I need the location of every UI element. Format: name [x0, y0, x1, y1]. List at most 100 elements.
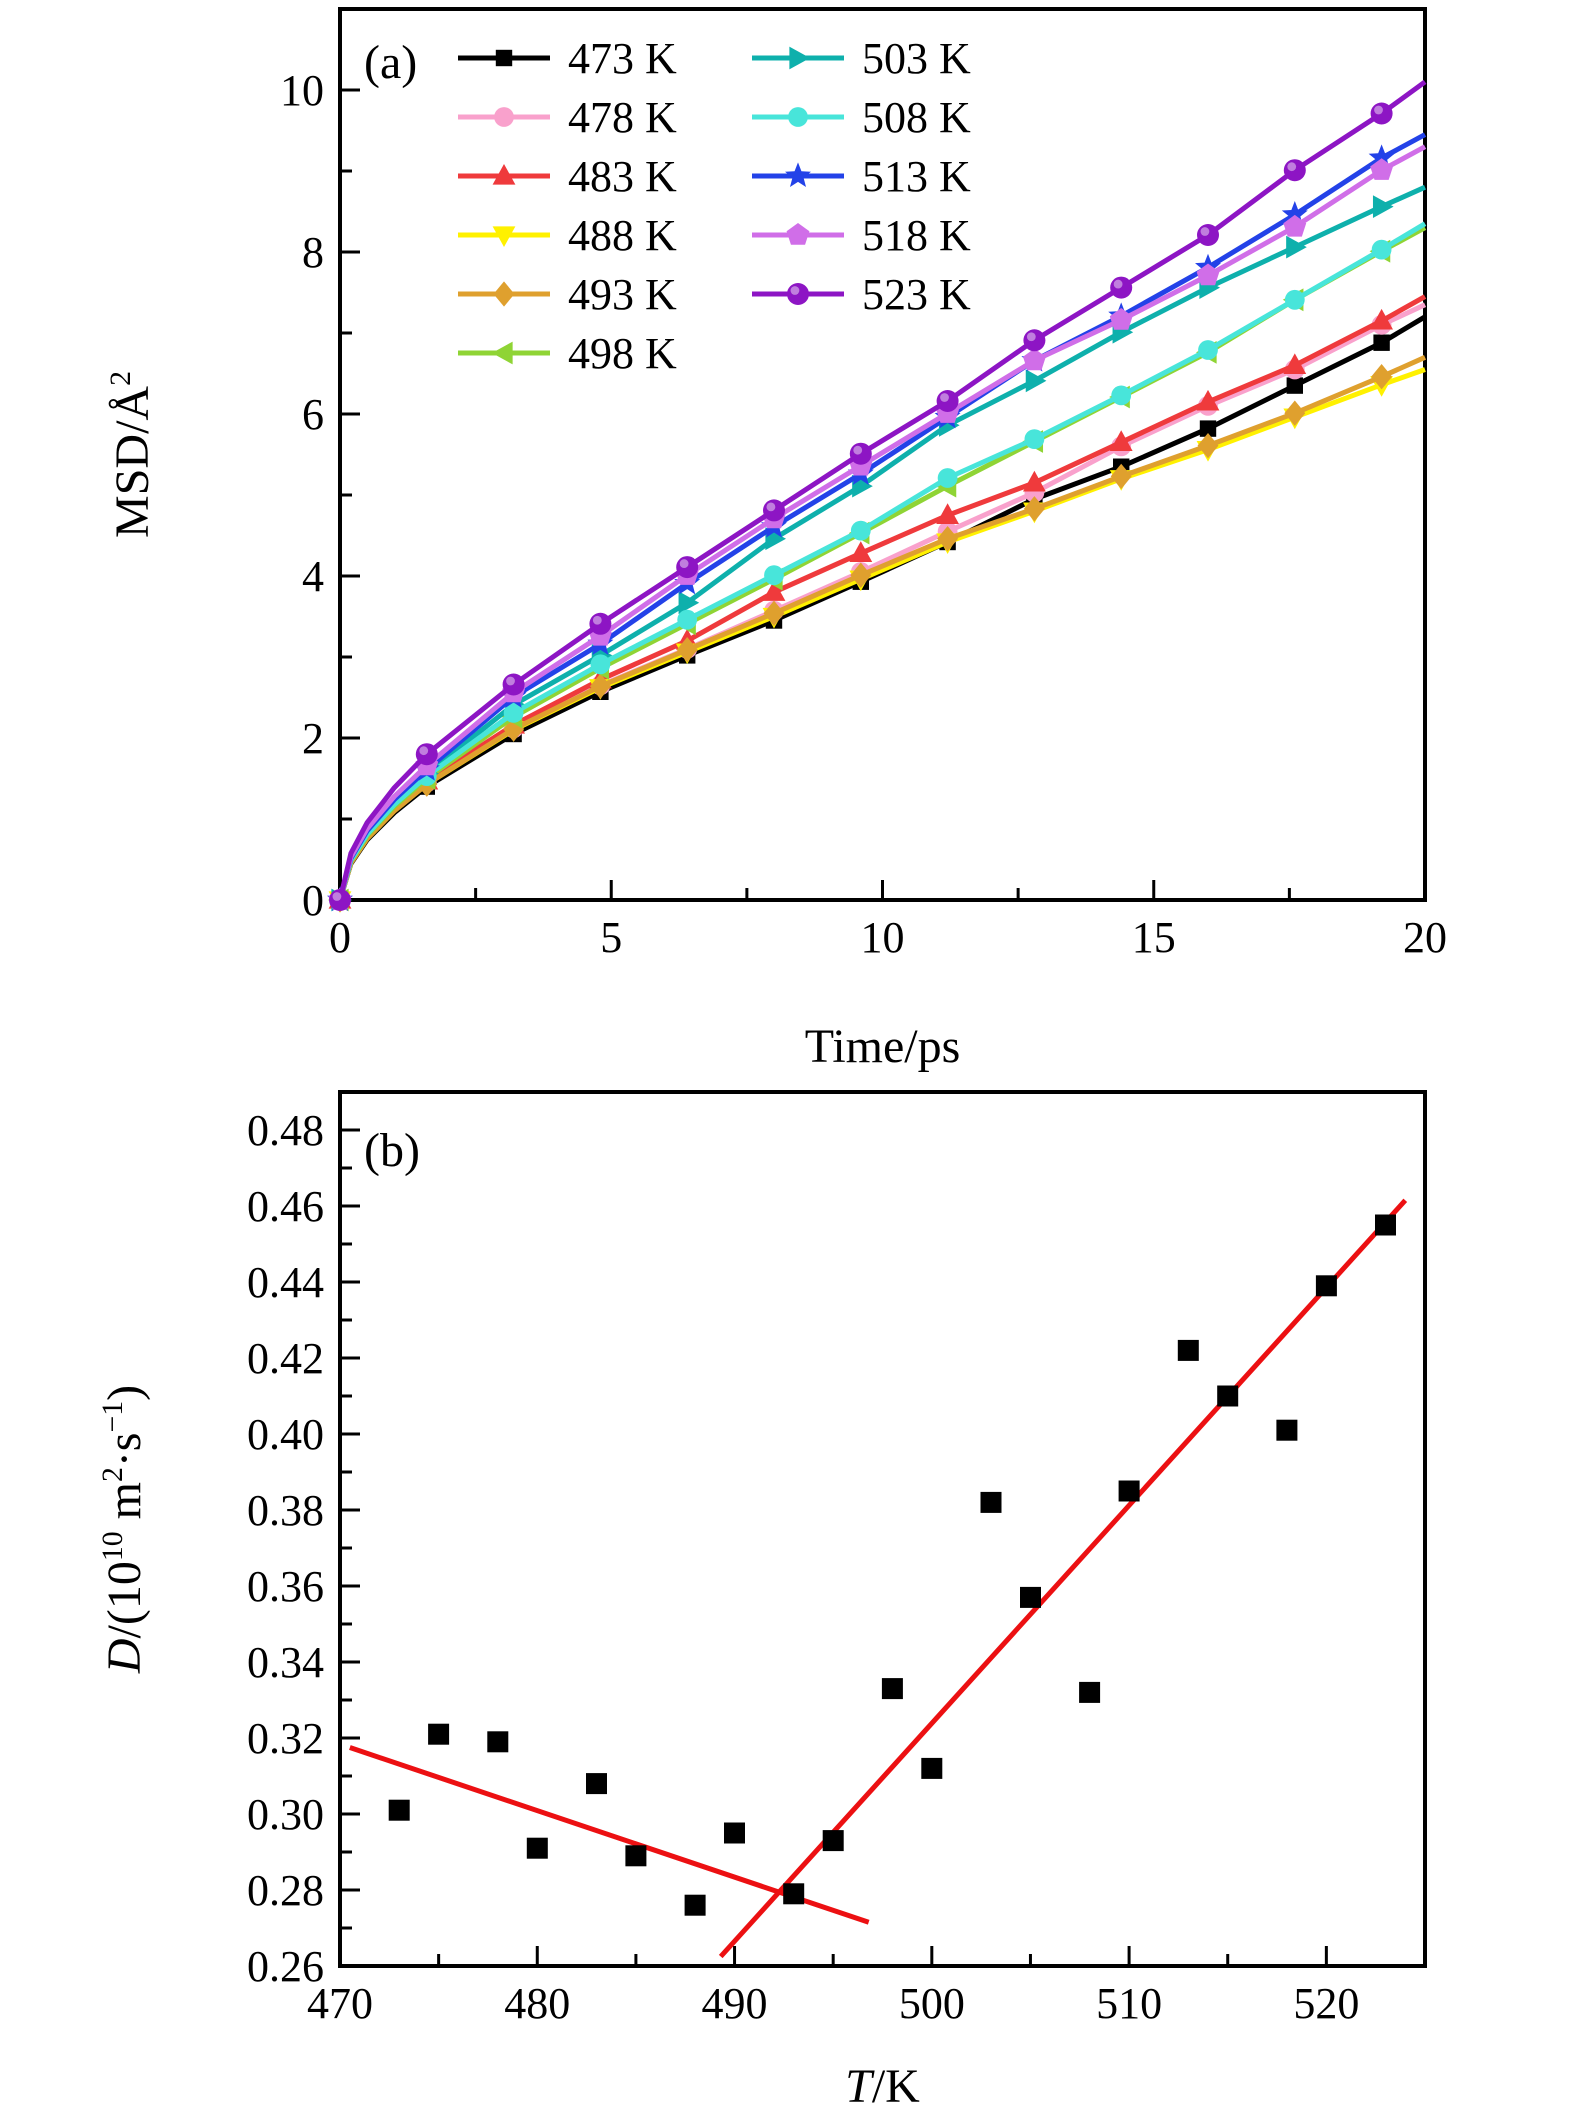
data-point-marker	[415, 743, 438, 766]
data-point-marker	[1370, 102, 1393, 125]
data-point-marker	[1110, 463, 1132, 490]
data-point-marker	[1281, 201, 1308, 226]
x-tick-label: 15	[1132, 913, 1176, 962]
data-point-marker	[1370, 308, 1393, 330]
y-tick-label: 0.26	[247, 1942, 324, 1991]
data-point-marker	[1370, 158, 1394, 180]
plot-frame	[338, 1090, 1427, 1968]
data-point-marker	[1110, 276, 1133, 299]
x-tick-label: 510	[1096, 1979, 1162, 2028]
series-508K	[330, 221, 1427, 910]
series-line	[337, 294, 1427, 901]
data-point-marker	[676, 637, 698, 663]
x-tick-label: 0	[329, 913, 351, 962]
data-point-marker	[850, 520, 871, 541]
data-point-marker	[1372, 195, 1394, 218]
data-point-marker	[1284, 289, 1305, 310]
y-tick-label: 8	[302, 228, 324, 277]
data-point-marker	[1022, 348, 1046, 371]
data-point-square	[1217, 1385, 1239, 1407]
legend-marker	[493, 281, 515, 307]
x-tick-label: 470	[307, 1979, 373, 2028]
data-point-square	[1118, 1480, 1140, 1502]
data-point-square	[684, 1894, 706, 1916]
data-point-square	[980, 1491, 1002, 1513]
legend-label: 508 K	[862, 93, 971, 142]
series-line	[337, 79, 1427, 901]
y-axis-title: MSD/Å2	[104, 371, 159, 538]
data-point-marker	[1109, 308, 1133, 330]
panel-label: (a)	[364, 36, 417, 89]
legend-item-488K: 488 K	[458, 211, 677, 260]
data-point-marker	[1109, 430, 1133, 451]
y-tick-label: 0.30	[247, 1790, 324, 1839]
legend-label: 473 K	[568, 34, 677, 83]
y-tick-label: 0	[302, 876, 324, 925]
legend-label: 493 K	[568, 270, 677, 319]
data-point-marker	[1197, 432, 1219, 459]
data-point-square	[1276, 1419, 1298, 1441]
data-point-marker	[1284, 400, 1306, 426]
legend-item-483K: 483 K	[458, 152, 677, 201]
data-point-marker	[1197, 224, 1219, 246]
legend-marker	[789, 46, 810, 70]
legend-marker	[495, 49, 513, 67]
series-523K	[329, 79, 1427, 911]
series-line	[337, 302, 1427, 901]
data-point-marker	[936, 503, 959, 524]
data-point-marker	[590, 654, 611, 675]
data-point-square	[921, 1757, 943, 1779]
y-tick-label: 0.42	[247, 1334, 324, 1383]
legend-marker	[785, 162, 811, 188]
data-point-square	[487, 1731, 509, 1753]
data-point-square	[526, 1837, 548, 1859]
data-point-square	[1020, 1586, 1041, 1608]
linear-fit-line	[349, 1745, 870, 1925]
y-tick-label: 6	[302, 390, 324, 439]
data-point-square	[822, 1830, 844, 1852]
legend-item-508K: 508 K	[752, 93, 971, 142]
data-point-marker	[1023, 470, 1046, 492]
data-point-square	[1315, 1275, 1337, 1297]
data-point-square	[586, 1773, 607, 1795]
legend-marker	[492, 341, 513, 365]
data-point-marker	[1373, 334, 1390, 351]
series-478K	[330, 302, 1427, 910]
data-point-marker	[764, 565, 784, 586]
legend-item-478K: 478 K	[458, 93, 677, 142]
data-point-square	[1375, 1214, 1396, 1236]
data-point-marker	[1283, 159, 1306, 182]
data-point-marker	[849, 541, 873, 562]
data-point-marker	[1286, 377, 1303, 394]
legend-marker	[787, 283, 809, 305]
data-point-marker	[676, 556, 699, 579]
data-point-marker	[329, 889, 351, 911]
series-493K	[329, 355, 1427, 913]
series-483K	[328, 294, 1427, 909]
data-point-marker	[677, 609, 698, 630]
legend-label: 483 K	[568, 152, 677, 201]
data-point-marker	[589, 612, 612, 635]
legend-label: 513 K	[862, 152, 971, 201]
series-488K	[328, 367, 1426, 912]
panel-label: (b)	[364, 1124, 420, 1177]
legend-label: 488 K	[568, 211, 677, 260]
legend-label: 478 K	[568, 93, 677, 142]
data-point-square	[724, 1822, 745, 1844]
data-point-marker	[1196, 263, 1220, 286]
data-point-marker	[1111, 385, 1132, 406]
data-point-square	[428, 1723, 450, 1745]
data-point-marker	[763, 499, 785, 522]
panel-a-msd-plot: 0 5 10 15 20 0 2 4 6 8 10 Time/ps MSD/Å2 (a) 473 K 478 …	[104, 7, 1447, 1073]
legend-label: 523 K	[862, 270, 971, 319]
data-point-marker	[502, 673, 525, 696]
legend-item-498K: 498 K	[458, 329, 677, 378]
legend: 473 K 478 K 483 K 488 K 493 K 498 K 503 K 508 K…	[458, 34, 971, 378]
series-line	[337, 367, 1426, 901]
y-tick-label: 0.28	[247, 1866, 324, 1915]
data-point-square	[1177, 1339, 1199, 1361]
data-point-marker	[937, 468, 958, 488]
x-tick-label: 490	[702, 1979, 768, 2028]
y-tick-label: 0.32	[247, 1714, 324, 1763]
